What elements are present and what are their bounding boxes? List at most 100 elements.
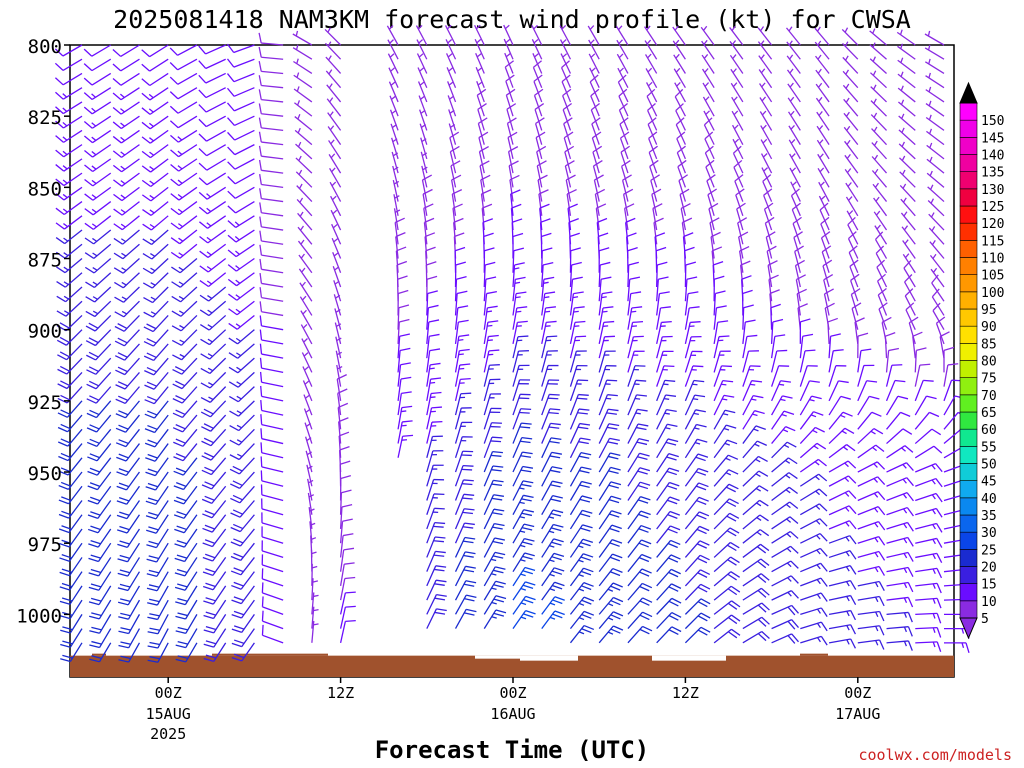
wind-barb <box>228 357 255 374</box>
wind-barb <box>898 127 916 146</box>
wind-barb <box>227 243 255 258</box>
wind-barb <box>454 261 466 287</box>
wind-barb <box>141 44 169 58</box>
wind-barb <box>299 281 313 302</box>
wind-barb <box>332 251 342 273</box>
wind-barb <box>199 229 227 244</box>
colorbar-segment <box>959 257 978 275</box>
wind-barb <box>885 347 900 373</box>
wind-barb <box>673 67 686 89</box>
wind-barb <box>83 72 112 86</box>
wind-barb <box>800 621 828 632</box>
wind-barb <box>738 231 749 259</box>
wind-barb <box>57 357 83 375</box>
wind-barb <box>337 402 349 430</box>
wind-barb <box>536 145 547 174</box>
y-tick-label: 900 <box>28 321 62 343</box>
wind-barb <box>174 557 198 577</box>
wind-barb <box>771 395 793 416</box>
wind-barb <box>85 286 112 303</box>
wind-barb <box>477 103 487 131</box>
wind-barb <box>512 379 531 402</box>
wind-barb <box>857 550 886 561</box>
wind-barb <box>828 624 857 635</box>
wind-barb <box>419 109 428 131</box>
wind-barb <box>505 74 515 103</box>
wind-barb <box>684 540 710 558</box>
wind-barb <box>296 197 313 217</box>
colorbar-segment <box>959 137 978 155</box>
wind-barb <box>57 371 83 390</box>
wind-barb <box>762 174 773 202</box>
wind-barb <box>541 247 553 273</box>
wind-barb <box>598 394 618 416</box>
wind-barb <box>311 606 319 629</box>
wind-barb <box>627 467 651 487</box>
wind-barb <box>598 261 611 288</box>
wind-barb <box>656 438 679 459</box>
wind-barb <box>325 55 342 74</box>
wind-barb <box>924 58 945 75</box>
wind-barb <box>507 146 519 174</box>
wind-barb <box>799 349 816 373</box>
wind-barb <box>857 625 885 636</box>
wind-barb <box>260 428 284 445</box>
wind-barb <box>561 74 572 103</box>
colorbar-label: 95 <box>981 303 997 318</box>
wind-barb <box>915 537 943 548</box>
wind-barb <box>426 593 447 615</box>
wind-barb <box>295 169 313 188</box>
wind-barb <box>656 394 677 416</box>
wind-barb <box>336 364 343 387</box>
wind-barb <box>871 168 888 188</box>
wind-barb <box>541 538 564 558</box>
wind-barb <box>713 409 736 430</box>
wind-barb <box>886 581 914 593</box>
wind-barb <box>202 528 227 548</box>
wind-barb <box>298 253 313 274</box>
wind-barb <box>742 319 756 344</box>
wind-barb <box>226 87 255 97</box>
wind-barb <box>800 592 828 602</box>
wind-barb <box>820 231 831 259</box>
wind-barb <box>627 568 652 587</box>
wind-barb <box>684 626 711 644</box>
wind-barb <box>145 443 169 462</box>
wind-barb <box>426 493 445 515</box>
wind-barb <box>258 145 284 160</box>
wind-barb <box>684 569 711 587</box>
wind-barb <box>598 452 621 473</box>
wind-barb <box>298 267 313 288</box>
wind-barb <box>339 533 354 558</box>
wind-barb <box>848 245 859 274</box>
wind-barb <box>816 111 830 131</box>
wind-barb <box>146 528 169 549</box>
wind-barb <box>170 201 198 216</box>
wind-barb <box>815 96 830 117</box>
wind-barb <box>337 388 348 416</box>
wind-barb <box>627 481 651 501</box>
wind-barb <box>531 38 543 60</box>
y-tick-label: 975 <box>28 534 62 556</box>
wind-barb <box>569 582 594 601</box>
wind-barb <box>83 44 112 57</box>
wind-barb <box>506 103 517 131</box>
wind-barb <box>644 39 658 60</box>
wind-barb <box>656 583 682 601</box>
wind-barb <box>229 400 255 417</box>
wind-barb <box>114 314 140 332</box>
wind-barb <box>112 101 140 115</box>
wind-barb <box>827 317 838 344</box>
wind-barb <box>706 174 716 202</box>
wind-barb <box>175 614 198 634</box>
wind-barb <box>83 101 112 115</box>
wind-barb <box>89 628 112 649</box>
wind-barb <box>454 594 477 615</box>
wind-barb <box>300 323 313 345</box>
wind-barb <box>170 129 198 143</box>
wind-barb <box>258 103 284 117</box>
wind-barb <box>512 393 531 416</box>
colorbar-segment <box>959 205 978 224</box>
wind-barb <box>86 386 112 404</box>
wind-barb <box>927 198 945 217</box>
